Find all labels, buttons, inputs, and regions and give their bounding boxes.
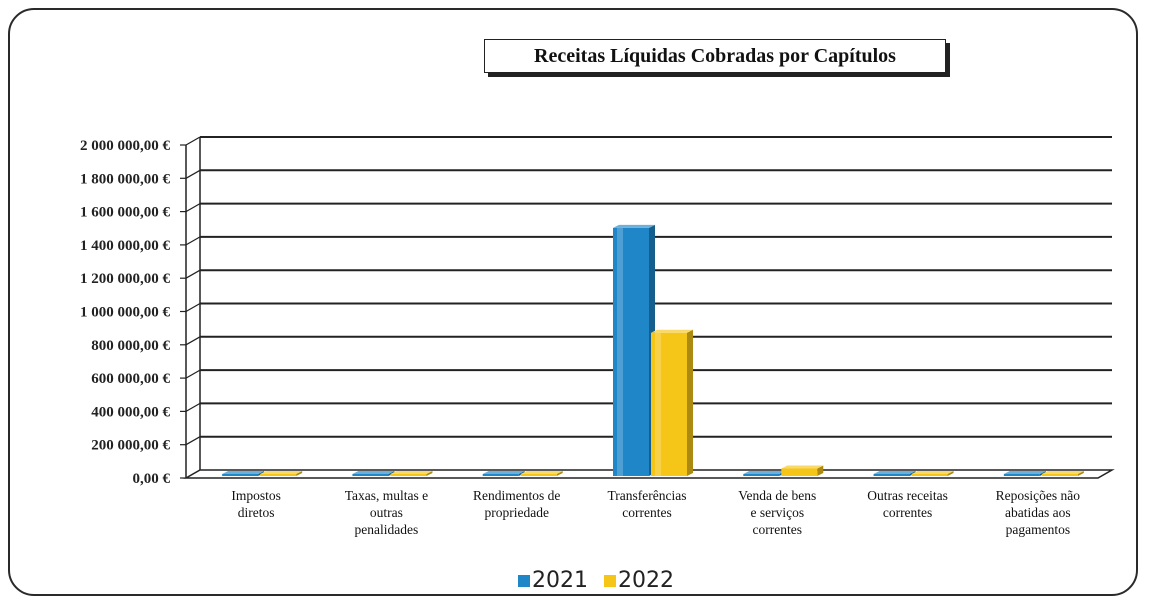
bar-2022 [1041,474,1078,476]
gridline-side [185,336,201,346]
bar-2022 [390,474,427,476]
bar-top-2021 [482,471,525,474]
x-tick-label: Transferências [608,488,687,503]
bar-side-2022 [817,465,824,476]
gridline-side [185,169,201,179]
gridline-side [185,302,201,313]
x-tick-label: correntes [753,522,802,537]
bar-top-2022 [651,329,693,333]
bar-top-2021 [222,471,265,474]
bar-top-2021 [873,471,916,474]
bar-side-2022 [296,471,303,476]
bar-side-2022 [426,471,433,476]
y-tick-label: 1 800 000,00 € [80,171,171,187]
bar-top-2022 [911,471,954,474]
gridline-side [185,269,201,279]
bar-highlight-2021 [617,227,623,476]
bar-2021 [352,474,389,476]
bar-2022 [520,474,557,476]
bar-2021 [743,474,780,476]
x-tick-label: Venda de bens [738,488,816,503]
gridline-side [185,369,201,379]
bar-top-2022 [520,471,563,474]
gridline-side [185,203,201,213]
y-tick-label: 200 000,00 € [91,438,170,454]
bar-top-2021 [1003,471,1046,474]
x-tick-label: propriedade [484,505,548,520]
bar-side-2022 [687,329,693,476]
gridline-side [185,402,201,412]
bar-top-2022 [390,471,433,474]
gridline-side [185,236,201,246]
bar-side-2022 [556,471,563,476]
y-tick-label: 1 200 000,00 € [80,271,171,287]
bar-2021 [873,474,910,476]
x-tick-label: outras [370,505,403,520]
y-tick-label: 1 600 000,00 € [80,205,171,221]
gridline-side [185,136,201,146]
x-tick-label: Taxas, multas e [345,488,428,503]
bar-top-2022 [781,465,824,469]
bar-side-2022 [1077,471,1084,476]
bar-top-2022 [260,471,303,474]
bar-2021 [1003,474,1040,476]
bar-2022 [911,474,948,476]
legend-swatch-2022 [604,574,616,587]
y-tick-label: 2 000 000,00 € [80,138,171,154]
x-tick-label: abatidas aos [1005,505,1071,520]
y-tick-label: 800 000,00 € [91,338,170,354]
x-tick-label: penalidades [355,522,419,537]
bar-highlight-2022 [655,332,661,476]
y-tick-label: 1 000 000,00 € [80,305,171,321]
bar-top-2021 [352,471,395,474]
y-tick-label: 1 400 000,00 € [80,238,171,254]
y-tick-label: 0,00 € [133,471,171,487]
legend-item-2021: 2021 [518,568,588,593]
bar-2021 [482,474,519,476]
bar-side-2022 [947,471,954,476]
bar-2022 [781,468,818,476]
x-tick-label: Rendimentos de [473,488,560,503]
x-tick-label: correntes [622,505,671,520]
chart-legend: 2021 2022 [518,568,682,593]
chart-frame [8,8,1138,596]
x-tick-label: e serviços [750,505,804,520]
bar-top-2021 [743,471,786,474]
legend-item-2022: 2022 [604,568,674,593]
x-tick-label: Reposições não [996,488,1081,503]
chart-title: Receitas Líquidas Cobradas por Capítulos [484,39,946,73]
y-tick-label: 400 000,00 € [91,404,170,420]
gridline-side [185,436,201,446]
bar-top-2021 [613,224,655,228]
legend-label-2022: 2022 [618,568,674,593]
legend-label-2021: 2021 [532,568,588,593]
x-tick-label: correntes [883,505,932,520]
x-tick-label: pagamentos [1006,522,1070,537]
x-tick-label: Impostos [231,488,281,503]
y-tick-label: 600 000,00 € [91,371,170,387]
bar-2021 [222,474,259,476]
x-tick-label: Outras receitas [867,488,948,503]
x-tick-label: diretos [238,505,275,520]
bar-top-2022 [1041,471,1084,474]
legend-swatch-2021 [518,574,530,587]
bar-2022 [260,474,297,476]
